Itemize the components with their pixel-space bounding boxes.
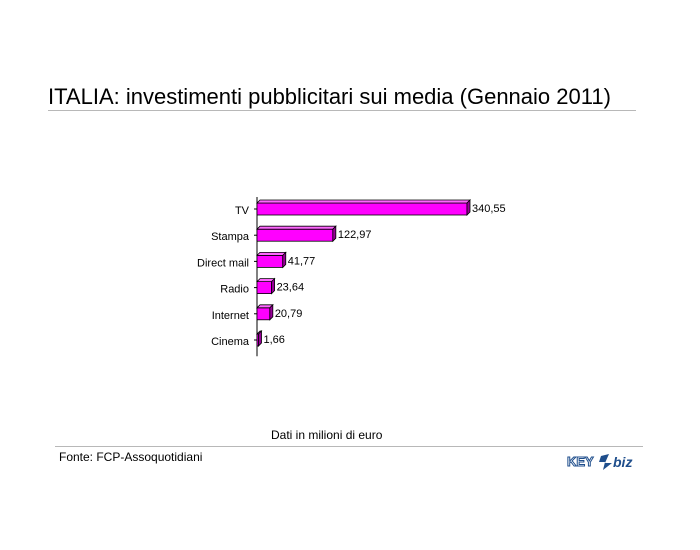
units-caption: Dati in milioni di euro [271,428,383,442]
bar-top-0 [256,199,471,204]
bar-side-3 [271,277,275,295]
value-label-1: 122,97 [338,229,372,241]
category-label-1: Stampa [211,231,250,243]
value-label-5: 1,66 [264,334,285,346]
bar-4 [256,307,271,321]
bar-1 [256,228,334,242]
logo-mark-icon [599,454,612,470]
category-label-4: Internet [212,310,249,322]
bar-2 [256,254,284,268]
bar-3 [256,281,272,295]
footer-divider [55,446,643,447]
category-label-0: TV [235,205,250,217]
value-label-2: 41,77 [288,255,316,267]
bar-side-5 [258,330,262,347]
bars-layer: TV 340,55 Stampa 122,97 Direct mail 41,77 Radi… [197,197,506,357]
bar-0 [256,202,468,216]
value-label-0: 340,55 [472,203,506,215]
key4biz-logo: KEY biz [567,454,632,470]
bar-top-2 [256,251,287,256]
bar-side-1 [332,225,337,243]
logo-text-biz: biz [613,454,632,470]
bar-side-2 [282,251,287,269]
bar-side-4 [269,303,274,321]
source-note: Fonte: FCP-Assoquotidiani [59,450,203,464]
bar-side-0 [466,199,471,216]
value-label-4: 20,79 [275,308,303,320]
category-label-5: Cinema [211,336,250,348]
title-divider [48,110,636,111]
logo-text-key: KEY [567,454,594,469]
value-label-3: 23,64 [277,282,305,294]
chart-title: ITALIA: investimenti pubblicitari sui me… [48,84,611,109]
bar-top-1 [256,225,337,230]
category-label-2: Direct mail [197,257,249,269]
category-label-3: Radio [220,284,249,296]
